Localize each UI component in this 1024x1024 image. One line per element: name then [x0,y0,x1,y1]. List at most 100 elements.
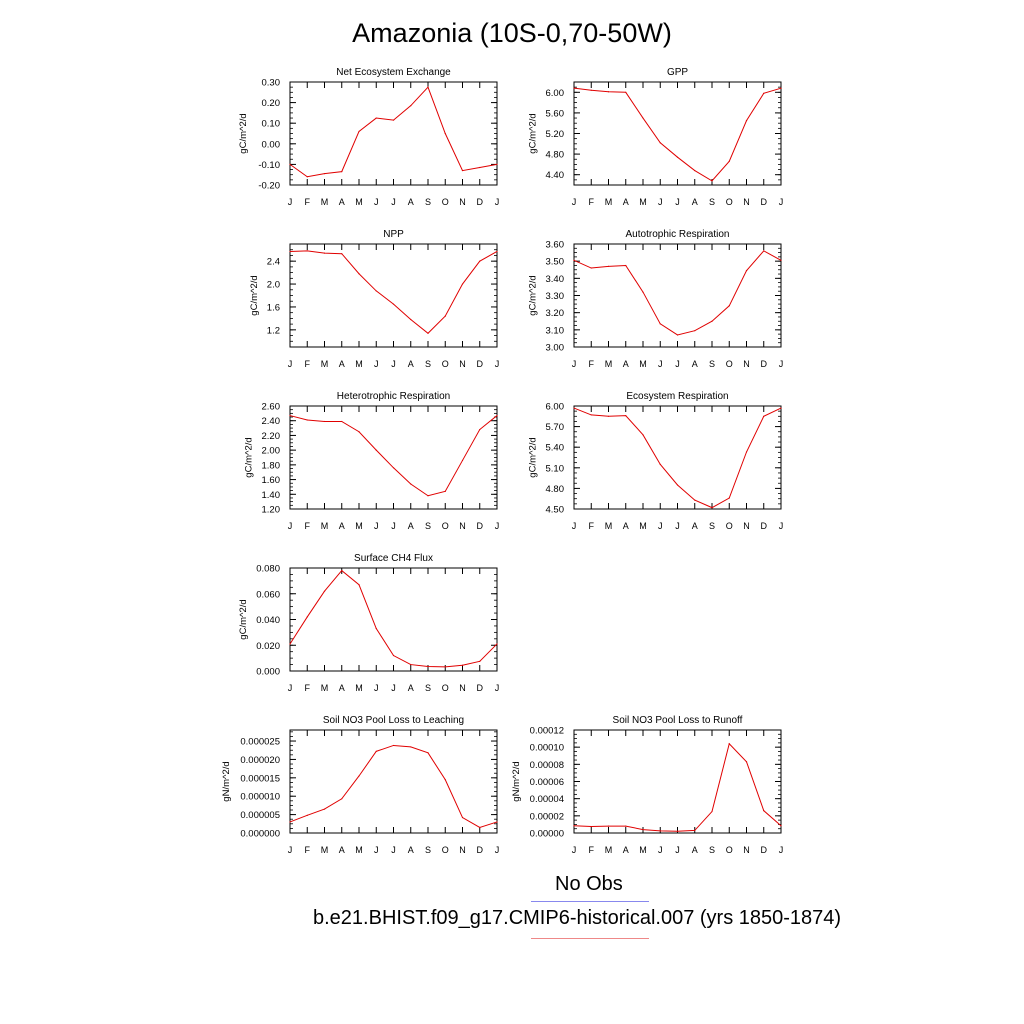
x-tick-label: M [605,845,613,855]
data-point [728,743,730,745]
data-line [573,742,782,832]
data-point [711,810,713,813]
y-tick-label: 1.2 [267,325,280,336]
y-tick-label: 0.000010 [240,792,280,803]
x-tick-label: J [675,521,680,531]
y-tick-label: 2.60 [262,402,281,413]
x-tick-label: N [459,359,466,369]
x-tick-label: A [623,521,629,531]
legend-model-label: b.e21.BHIST.f09_g17.CMIP6-historical.007… [313,907,842,929]
x-tick-label: S [709,845,715,855]
y-tick-label: 0.000000 [240,829,280,840]
x-tick-label: M [355,197,363,207]
data-point [496,163,498,165]
y-tick-label: 3.50 [546,257,565,268]
data-point [780,825,782,827]
data-point [392,744,395,747]
data-point [625,415,627,417]
data-point [427,86,429,88]
x-tick-label: J [288,845,293,855]
x-tick-label: J [495,359,500,369]
x-tick-label: J [658,521,663,531]
x-tick-label: M [639,521,647,531]
data-point [358,130,360,133]
data-point [763,250,765,252]
x-tick-label: S [709,521,715,531]
x-tick-label: A [339,845,345,855]
y-tick-label: 2.4 [267,257,280,268]
x-tick-label: J [288,359,293,369]
data-point [728,497,730,499]
x-tick-label: O [442,683,449,693]
y-tick-label: 0.060 [256,589,280,600]
x-tick-label: J [779,359,784,369]
y-axis-label: gC/m^2/d [528,437,539,477]
x-tick-label: A [339,359,345,369]
data-point [728,160,730,162]
panel-title: GPP [667,67,688,78]
data-point [711,507,713,509]
x-tick-label: J [658,359,663,369]
y-tick-label: 0.00002 [530,811,564,822]
y-axis-label: gC/m^2/d [244,437,255,477]
x-tick-label: N [459,683,466,693]
x-tick-label: J [391,197,396,207]
x-tick-label: D [477,683,484,693]
x-tick-label: F [305,359,311,369]
y-tick-label: 0.00010 [530,743,564,754]
y-tick-label: 3.30 [546,291,565,302]
y-tick-label: 3.00 [546,343,565,354]
x-tick-label: J [779,521,784,531]
x-tick-label: J [374,683,379,693]
x-tick-label: J [779,197,784,207]
x-tick-label: N [743,359,750,369]
x-tick-label: S [425,359,431,369]
x-tick-label: F [305,521,311,531]
panel-title: Ecosystem Respiration [626,391,728,402]
x-tick-label: A [623,197,629,207]
y-tick-label: 4.80 [546,484,565,495]
x-tick-label: J [391,845,396,855]
data-point [763,415,765,417]
data-point [479,166,481,169]
y-tick-label: 0.000020 [240,755,280,766]
data-point [306,419,308,421]
data-point [607,825,610,827]
y-tick-label: 0.000005 [240,810,280,821]
data-point [427,332,429,334]
legend-model-line [531,938,649,939]
data-point [444,132,446,135]
x-tick-label: J [495,845,500,855]
data-point [358,273,360,275]
y-tick-label: -0.10 [258,160,280,171]
data-point [573,407,575,409]
data-point [676,830,679,832]
y-tick-label: 2.40 [262,416,281,427]
data-point [659,323,661,325]
x-tick-label: M [321,845,329,855]
data-point [461,664,464,666]
x-tick-label: A [408,359,414,369]
x-tick-label: N [743,521,750,531]
y-tick-label: 2.00 [262,446,281,457]
data-point [427,665,429,668]
x-tick-label: A [692,359,698,369]
data-point [694,169,696,172]
data-point [410,663,412,666]
x-tick-label: J [658,197,663,207]
x-tick-label: M [605,359,613,369]
x-tick-label: M [321,521,329,531]
page-title: Amazonia (10S-0,70-50W) [352,18,672,48]
data-point [289,643,291,645]
x-tick-label: J [675,359,680,369]
data-point [745,270,748,272]
x-tick-label: D [477,521,484,531]
x-tick-label: D [761,845,768,855]
data-point [375,627,377,630]
data-point [341,569,343,572]
data-point [711,180,713,182]
x-tick-label: J [572,521,577,531]
legend-obs-line [531,901,649,902]
